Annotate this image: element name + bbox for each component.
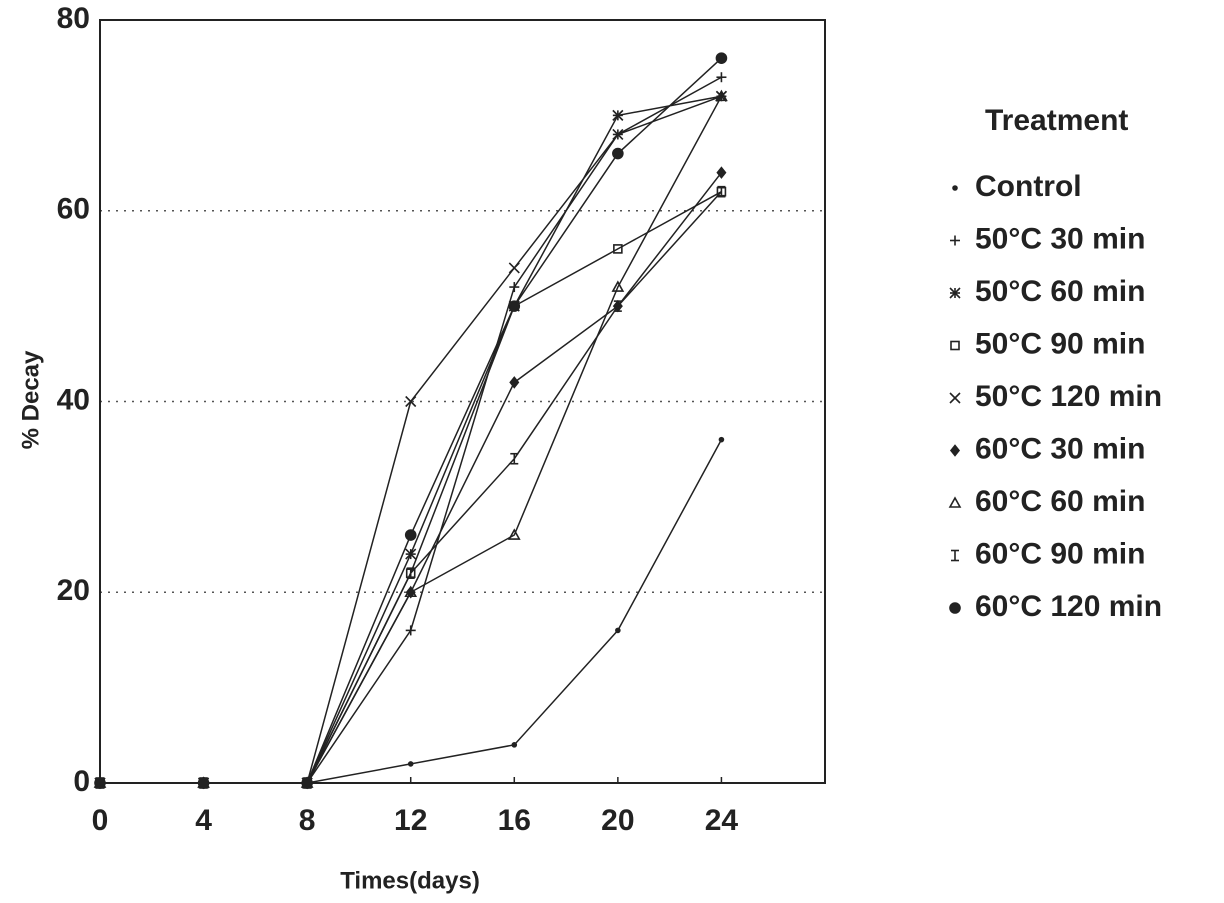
marker-part	[716, 53, 726, 63]
data-point	[509, 301, 519, 311]
series-line	[100, 440, 721, 783]
legend-label: 50°C 30 min	[975, 222, 1145, 255]
legend-symbol	[950, 236, 960, 246]
data-point	[406, 549, 416, 559]
marker-part	[613, 149, 623, 159]
y-tick-label: 80	[57, 2, 90, 35]
series-line	[100, 173, 721, 783]
data-point	[512, 743, 516, 747]
data-point	[616, 628, 620, 632]
marker-part	[302, 778, 312, 788]
marker-part	[409, 762, 413, 766]
legend-label: 60°C 30 min	[975, 432, 1145, 465]
legend-symbol	[951, 446, 959, 456]
y-tick-label: 0	[73, 765, 90, 798]
data-point	[719, 438, 723, 442]
y-tick-label: 20	[57, 574, 90, 607]
marker-part	[953, 186, 957, 190]
marker-part	[95, 778, 105, 788]
y-tick-label: 40	[57, 383, 90, 416]
data-point	[716, 72, 726, 82]
data-point	[613, 149, 623, 159]
series-line	[100, 96, 721, 783]
data-point	[613, 110, 623, 120]
x-tick-label: 0	[92, 804, 109, 837]
data-point	[406, 625, 416, 635]
marker-part	[719, 438, 723, 442]
legend-symbol	[950, 498, 960, 507]
legend-symbol	[950, 288, 960, 298]
marker-part	[950, 498, 960, 507]
marker-part	[950, 603, 960, 613]
marker-part	[509, 301, 519, 311]
series-line	[100, 77, 721, 783]
x-axis-label: Times(days)	[340, 867, 480, 894]
x-tick-label: 16	[498, 804, 531, 837]
legend-title: Treatment	[985, 104, 1128, 137]
legend-label: 50°C 90 min	[975, 327, 1145, 360]
series-line	[100, 96, 721, 783]
marker-part	[510, 377, 518, 387]
chart: Times(days) % Decay Treatment 0 20 40 60 80 0…	[0, 0, 1224, 903]
y-tick-label: 60	[57, 193, 90, 226]
series-line	[100, 58, 721, 783]
data-point	[509, 263, 519, 273]
legend-label: 60°C 120 min	[975, 590, 1162, 623]
legend-symbol	[950, 393, 960, 403]
legend-symbol	[951, 551, 959, 561]
data-point	[406, 530, 416, 540]
legend-label: 50°C 60 min	[975, 275, 1145, 308]
data-point	[509, 282, 519, 292]
x-tick-label: 4	[195, 804, 212, 837]
x-tick-label: 12	[394, 804, 427, 837]
marker-part	[951, 446, 959, 456]
data-point	[199, 778, 209, 788]
marker-part	[199, 778, 209, 788]
legend-symbol	[953, 186, 957, 190]
legend-symbol	[951, 342, 959, 350]
legend-label: Control	[975, 170, 1082, 203]
data-point	[302, 778, 312, 788]
x-tick-label: 20	[601, 804, 634, 837]
data-point	[716, 53, 726, 63]
legend-label: 60°C 90 min	[975, 537, 1145, 570]
legend-label: 60°C 60 min	[975, 485, 1145, 518]
legend-label: 50°C 120 min	[975, 380, 1162, 413]
data-point	[510, 377, 518, 387]
legend-symbol	[950, 603, 960, 613]
series-line	[100, 192, 721, 783]
y-axis-label: % Decay	[17, 350, 44, 449]
page: {"chart_data": {"type": "line", "x_label…	[0, 0, 1224, 903]
x-tick-label: 24	[705, 804, 739, 837]
marker-part	[951, 342, 959, 350]
x-tick-label: 8	[299, 804, 316, 837]
data-point	[95, 778, 105, 788]
data-point	[406, 397, 416, 407]
data-point	[409, 762, 413, 766]
marker-part	[512, 743, 516, 747]
marker-part	[616, 628, 620, 632]
marker-part	[406, 530, 416, 540]
series-line	[100, 192, 721, 783]
series-line	[100, 96, 721, 783]
